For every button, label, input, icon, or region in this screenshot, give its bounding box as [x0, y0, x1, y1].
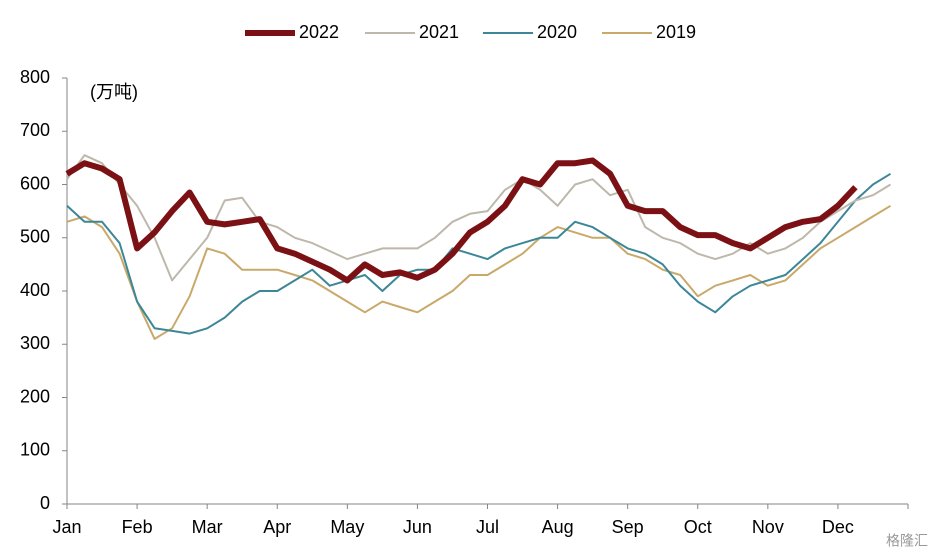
legend-label: 2020 [537, 22, 577, 42]
series-line [66, 172, 892, 335]
legend-label: 2022 [299, 22, 339, 42]
x-tick-label: Feb [122, 517, 153, 537]
series-line [66, 154, 892, 282]
y-tick-label: 300 [20, 333, 50, 353]
x-tick-label: May [330, 517, 364, 537]
x-tick-label: Sep [612, 517, 644, 537]
x-tick-label: Nov [752, 517, 784, 537]
unit-annotation: (万吨) [90, 82, 138, 102]
x-tick-label: Oct [684, 517, 712, 537]
x-tick-label: Mar [192, 517, 223, 537]
y-tick-label: 200 [20, 386, 50, 406]
y-tick-label: 500 [20, 227, 50, 247]
legend-label: 2021 [419, 22, 459, 42]
y-tick-label: 600 [20, 173, 50, 193]
x-tick-label: Dec [822, 517, 854, 537]
x-tick-label: Jul [476, 517, 499, 537]
series-line [66, 204, 892, 340]
x-tick-label: Jun [403, 517, 432, 537]
y-tick-label: 400 [20, 280, 50, 300]
x-tick-label: Apr [263, 517, 291, 537]
x-tick-label: Aug [542, 517, 574, 537]
watermark: 格隆汇 [886, 533, 928, 549]
y-tick-label: 100 [20, 440, 50, 460]
x-tick-label: Jan [52, 517, 81, 537]
y-tick-label: 700 [20, 120, 50, 140]
y-tick-label: 800 [20, 67, 50, 87]
y-tick-label: 0 [40, 493, 50, 513]
legend-label: 2019 [656, 22, 696, 42]
series-line [65, 157, 858, 284]
